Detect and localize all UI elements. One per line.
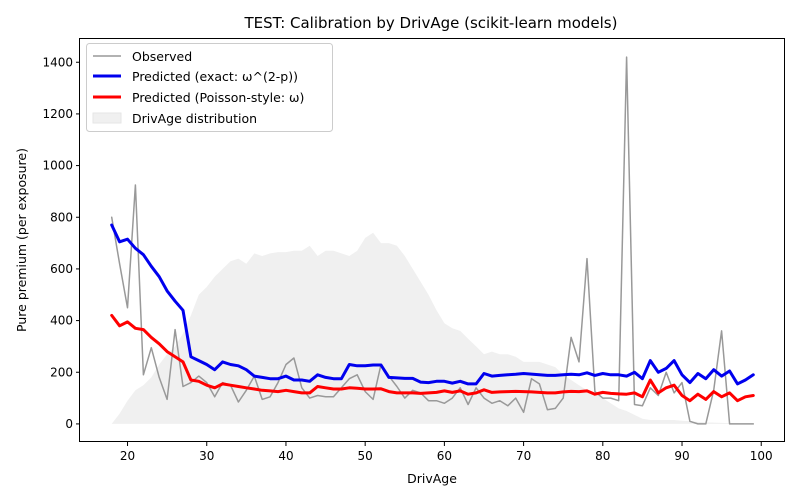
x-axis-label: DrivAge (407, 471, 457, 486)
y-tick-label: 1200 (42, 107, 73, 121)
series-line-1 (110, 223, 755, 386)
chart-title: TEST: Calibration by DrivAge (scikit-lea… (244, 14, 618, 32)
x-axis: 20 30 40 50 60 70 80 90 100 (120, 442, 773, 463)
x-tick-label: 70 (516, 449, 531, 463)
x-tick-label: 80 (595, 449, 610, 463)
x-tick-label: 100 (750, 449, 773, 463)
x-tick-label: 60 (437, 449, 452, 463)
distribution-area (111, 232, 754, 424)
x-tick-label: 90 (674, 449, 689, 463)
x-tick-label: 30 (199, 449, 214, 463)
y-tick-label: 400 (50, 314, 73, 328)
legend-box (86, 43, 333, 132)
plot-area (110, 56, 755, 425)
plot-frame (79, 38, 785, 442)
y-tick-label: 0 (65, 417, 73, 431)
y-axis: 0 200 400 600 800 1000 1200 1400 (42, 55, 80, 431)
legend-swatch-distribution (92, 112, 122, 124)
legend: Observed Predicted (exact: ω^(2-p)) Pred… (86, 43, 333, 132)
legend-label-predicted-poisson: Predicted (Poisson-style: ω) (132, 90, 304, 105)
x-tick-label: 50 (358, 449, 373, 463)
y-tick-label: 1000 (42, 159, 73, 173)
x-tick-label: 40 (278, 449, 293, 463)
x-tick-label: 20 (120, 449, 135, 463)
y-tick-label: 200 (50, 365, 73, 379)
y-axis-label: Pure premium (per exposure) (14, 148, 29, 332)
legend-label-distribution: DrivAge distribution (132, 111, 257, 126)
series-line-0 (110, 56, 755, 425)
y-tick-label: 600 (50, 262, 73, 276)
series-line-2 (110, 313, 755, 403)
legend-label-predicted-exact: Predicted (exact: ω^(2-p)) (132, 69, 298, 84)
legend-label-observed: Observed (132, 49, 192, 64)
y-tick-label: 800 (50, 210, 73, 224)
y-tick-label: 1400 (42, 55, 73, 69)
